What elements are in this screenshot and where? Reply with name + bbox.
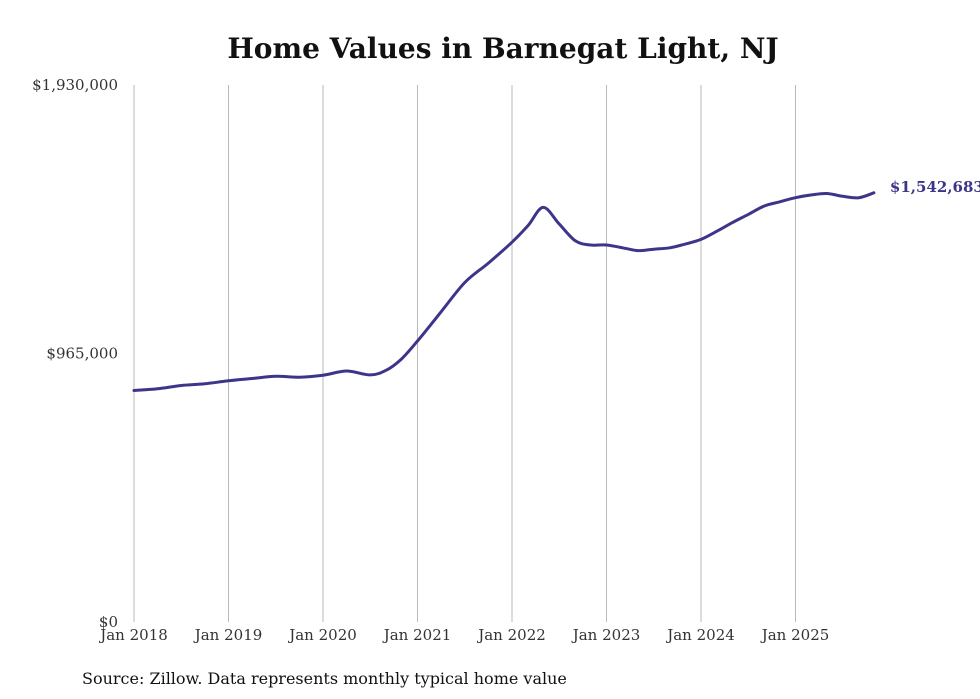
x-tick-label: Jan 2024 [665,626,735,644]
x-tick-label: Jan 2025 [760,626,830,644]
y-axis-tick-labels: $0 $965,000 $1,930,000 [32,76,118,631]
vertical-gridlines [133,85,796,622]
y-tick-label: $965,000 [46,345,118,363]
y-tick-label: $0 [99,613,118,631]
x-tick-label: Jan 2019 [193,626,263,644]
x-tick-label: Jan 2021 [382,626,452,644]
end-value-label: $1,542,683 [890,178,980,196]
y-tick-label: $1,930,000 [32,76,118,94]
series-line-home-value [132,191,876,392]
source-note: Source: Zillow. Data represents monthly … [82,669,567,688]
x-tick-label: Jan 2023 [571,626,641,644]
x-tick-label: Jan 2020 [287,626,357,644]
x-axis-tick-labels: Jan 2018 Jan 2019 Jan 2020 Jan 2021 Jan 2022… [98,626,829,644]
x-tick-label: Jan 2022 [476,626,546,644]
x-tick-label: Jan 2018 [98,626,168,644]
chart-title: Home Values in Barnegat Light, NJ [227,32,778,65]
